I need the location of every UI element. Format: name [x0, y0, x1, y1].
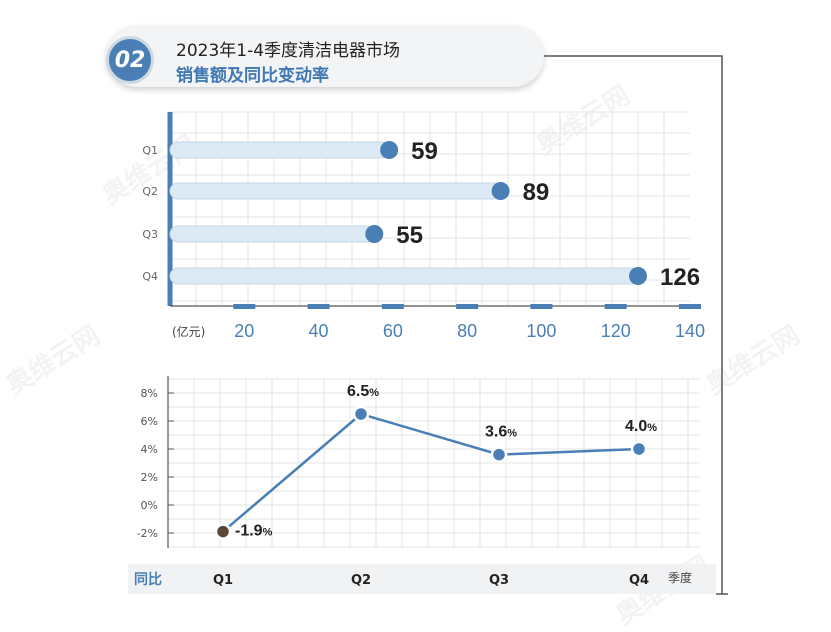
section-number-badge: 02 [106, 36, 154, 84]
bar-value-label: 126 [660, 264, 700, 291]
bar-category-label: Q3 [142, 228, 158, 241]
line-value-label: 4.0% [625, 418, 657, 435]
bar-Q4 [169, 267, 639, 285]
bar-value-label: 55 [396, 222, 423, 249]
chart-subtitle: 销售额及同比变动率 [176, 66, 329, 86]
bar-category-label: Q4 [142, 270, 158, 283]
bar-x-tick-mark [233, 304, 256, 309]
bar-category-label: Q1 [142, 144, 158, 157]
line-y-tick-label: 8% [141, 387, 158, 400]
bar-value-label: 59 [411, 138, 438, 165]
bar-x-tick-mark [381, 304, 404, 309]
frame-line [544, 55, 723, 594]
bar-value-label: 89 [523, 179, 550, 206]
line-point-Q3 [490, 446, 508, 463]
bar-x-tick-mark [530, 304, 553, 309]
series-label: 同比 [134, 571, 162, 588]
bar-x-tick-label: 140 [675, 321, 705, 341]
bar-x-tick-label: 120 [601, 321, 631, 341]
line-value-unit: % [263, 527, 273, 539]
line-y-tick-label: 0% [141, 499, 158, 512]
bar-x-tick-label: 60 [383, 321, 403, 341]
bar-x-tick-label: 40 [309, 321, 329, 341]
line-category-label: Q2 [351, 573, 371, 588]
bar-category-label: Q2 [142, 185, 158, 198]
bar-x-tick-mark [456, 304, 479, 309]
line-value-label: 6.5% [347, 383, 379, 400]
line-point-Q2 [352, 405, 370, 423]
line-y-tick-label: 2% [141, 471, 158, 484]
line-value-unit: % [369, 387, 379, 399]
bar-x-tick-mark [679, 304, 701, 309]
bar-x-tick-label: 20 [234, 321, 254, 341]
bar-Q2 [169, 182, 502, 200]
bar-x-tick-mark [307, 304, 330, 309]
chart-title: 2023年1-4季度清洁电器市场 [176, 41, 401, 61]
line-point-Q1 [214, 523, 232, 540]
line-series-yoy [222, 412, 640, 533]
line-category-label: Q1 [213, 573, 233, 588]
bar-x-tick-label: 80 [457, 321, 477, 341]
category-band [128, 564, 716, 594]
bar-x-axis-label: (亿元) [172, 324, 205, 339]
bar-end-marker [365, 225, 384, 243]
line-value-label: 3.6% [485, 424, 517, 441]
line-category-label: Q4 [629, 573, 649, 588]
bar-x-tick-label: 100 [526, 321, 556, 341]
bar-end-marker [491, 182, 510, 200]
line-y-tick-label: 4% [141, 443, 158, 456]
line-category-label: Q3 [489, 573, 509, 588]
line-y-tick-label: 6% [141, 415, 158, 428]
line-point-Q4 [630, 440, 648, 458]
header-banner [106, 25, 544, 87]
line-x-axis-label: 季度 [668, 570, 692, 585]
line-value-label: -1.9% [235, 523, 273, 540]
line-value-unit: % [647, 422, 657, 434]
bar-Q3 [169, 225, 375, 243]
bar-x-tick-mark [604, 304, 627, 309]
bar-Q1 [169, 141, 390, 159]
bar-end-marker [380, 141, 399, 159]
bar-end-marker [629, 267, 647, 285]
line-value-unit: % [507, 428, 517, 440]
line-y-tick-label: -2% [137, 527, 158, 540]
